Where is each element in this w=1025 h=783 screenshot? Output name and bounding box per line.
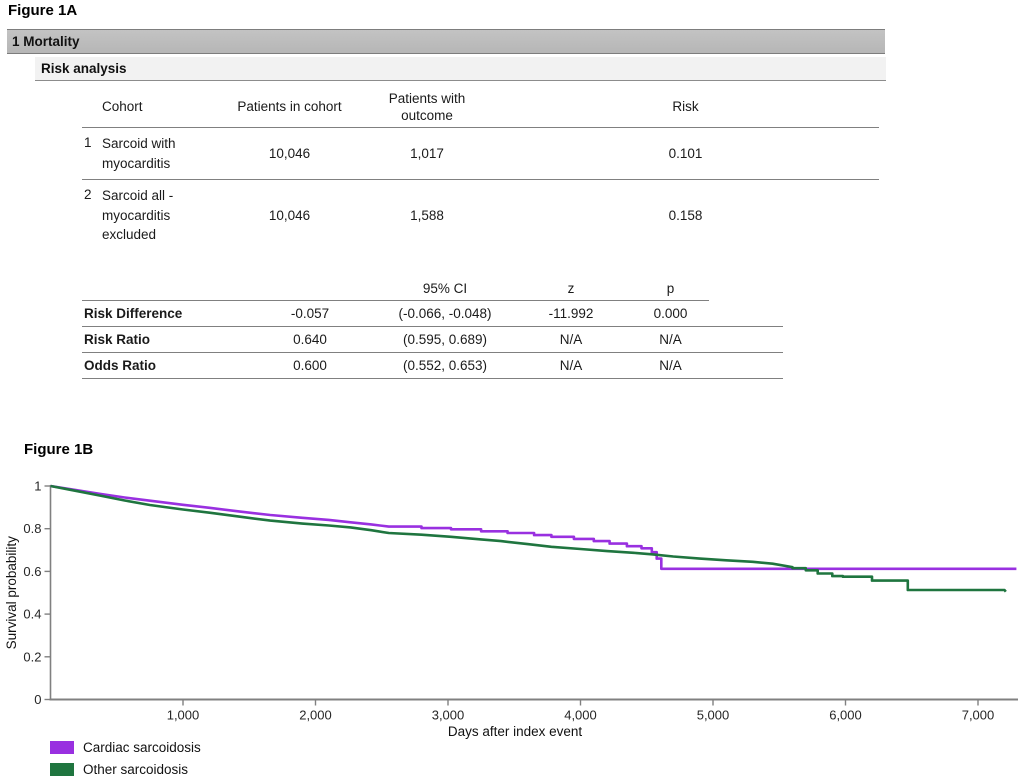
col-header-patients-in-cohort: Patients in cohort (217, 88, 362, 128)
y-tick-label: 0 (34, 692, 41, 707)
col-header-patients-with-outcome: Patients with outcome (362, 88, 492, 128)
spacer-cell (709, 300, 783, 327)
stat-label: Risk Difference (82, 300, 240, 327)
stat-label: Risk Ratio (82, 326, 240, 353)
col-header-spacer (709, 276, 783, 301)
x-axis-title: Days after index event (448, 724, 583, 739)
stat-p: N/A (632, 326, 709, 353)
patients-in-cohort-value: 10,046 (217, 127, 362, 181)
col-header-num (82, 88, 100, 128)
legend-label: Other sarcoidosis (83, 762, 189, 777)
stat-ci: (0.595, 0.689) (380, 326, 510, 353)
col-header-cohort: Cohort (100, 88, 217, 128)
cohort-number: 2 (84, 187, 92, 203)
col-header-p: p (632, 276, 709, 301)
cohort-table-header-row: Cohort Patients in cohort Patients with … (82, 88, 879, 128)
risk-value: 0.158 (668, 207, 703, 223)
survival-curve-cardiac (50, 484, 1017, 571)
cohort-name: Sarcoid with myocarditis (100, 127, 217, 181)
other-sarcoidosis-swatch-icon (50, 763, 74, 776)
cohort-name: Sarcoid all - myocarditis excluded (102, 188, 174, 243)
figure-1a-title: Figure 1A (8, 2, 78, 19)
cohort-number: 1 (82, 127, 100, 181)
x-tick-label: 1,000 (167, 708, 200, 723)
stat-value: 0.600 (240, 352, 380, 379)
patients-in-cohort-value: 10,046 (268, 207, 311, 223)
legend-item-cardiac-sarcoidosis: Cardiac sarcoidosis (50, 740, 201, 755)
legend-label: Cardiac sarcoidosis (83, 740, 201, 755)
cohort-table: Cohort Patients in cohort Patients with … (82, 88, 879, 251)
cardiac-sarcoidosis-swatch-icon (50, 741, 74, 754)
col-header-ci: 95% CI (380, 276, 510, 301)
stat-z: N/A (510, 326, 632, 353)
x-tick-label: 4,000 (564, 708, 597, 723)
y-tick-label: 0.2 (23, 649, 41, 664)
y-tick-label: 0.8 (23, 521, 41, 536)
stat-label: Odds Ratio (82, 352, 240, 379)
spacer-cell (709, 352, 783, 379)
stat-z: N/A (510, 352, 632, 379)
subsection-header-risk-analysis: Risk analysis (35, 57, 886, 81)
stat-ci: (-0.066, -0.048) (380, 300, 510, 327)
stat-z: -11.992 (510, 300, 632, 327)
table-row: 1 Sarcoid with myocarditis 10,046 1,017 … (82, 127, 879, 181)
col-header-blank (82, 276, 240, 301)
y-axis-title: Survival probability (4, 536, 19, 650)
table-row: Risk Ratio 0.640 (0.595, 0.689) N/A N/A (82, 326, 783, 353)
survival-curve-other (50, 484, 1007, 593)
legend-item-other-sarcoidosis: Other sarcoidosis (50, 762, 188, 777)
table-row: Risk Difference -0.057 (-0.066, -0.048) … (82, 300, 783, 327)
figure-1b-title: Figure 1B (24, 441, 94, 458)
col-header-risk: Risk (492, 88, 879, 128)
risk-stats-table: 95% CI z p Risk Difference -0.057 (-0.06… (82, 276, 783, 379)
stat-ci: (0.552, 0.653) (380, 352, 510, 379)
stat-value: 0.640 (240, 326, 380, 353)
section-header-mortality: 1 Mortality (7, 29, 885, 54)
spacer-cell (709, 326, 783, 353)
x-tick-label: 2,000 (299, 708, 332, 723)
stat-value: -0.057 (240, 300, 380, 327)
x-tick-label: 3,000 (432, 708, 465, 723)
survival-curve-chart: 0 0.2 0.4 0.6 0.8 1 1,000 2,000 3,000 4,000 5,000 6… (4, 479, 1018, 739)
col-header-z: z (510, 276, 632, 301)
table-row: 2 Sarcoid all - myocarditis excluded 10,… (82, 180, 879, 251)
stats-table-header-row: 95% CI z p (82, 276, 783, 301)
x-tick-label: 5,000 (697, 708, 730, 723)
patients-with-outcome-value: 1,017 (362, 127, 492, 181)
y-tick-label: 1 (34, 479, 41, 494)
col-header-blank (240, 276, 380, 301)
risk-value: 0.101 (492, 127, 879, 181)
stat-p: N/A (632, 352, 709, 379)
x-tick-label: 7,000 (962, 708, 995, 723)
table-row: Odds Ratio 0.600 (0.552, 0.653) N/A N/A (82, 352, 783, 379)
y-tick-label: 0.6 (23, 564, 41, 579)
patients-with-outcome-value: 1,588 (410, 207, 444, 223)
y-tick-label: 0.4 (23, 607, 41, 622)
stat-p: 0.000 (632, 300, 709, 327)
x-tick-label: 6,000 (829, 708, 862, 723)
